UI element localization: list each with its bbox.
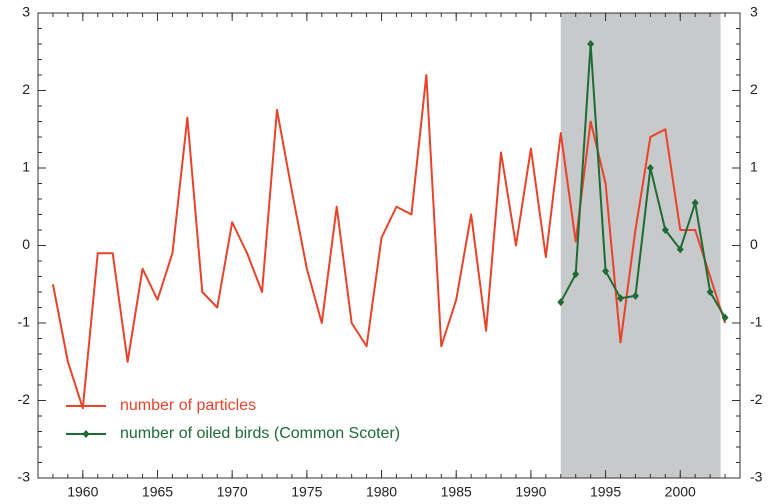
series-line	[51, 74, 727, 410]
x-tick-label: 1985	[441, 484, 472, 500]
series-line	[559, 43, 726, 319]
series-marker	[646, 164, 654, 172]
y-tick-label: 1	[22, 159, 30, 175]
legend-label: number of oiled birds (Common Scoter)	[120, 425, 400, 442]
x-tick-label: 1970	[217, 484, 248, 500]
y2-tick-label: 2	[750, 81, 758, 97]
y-tick-label: 2	[22, 81, 30, 97]
x-tick-label: 1990	[515, 484, 546, 500]
series-marker	[587, 40, 595, 48]
y-tick-label: 0	[22, 236, 30, 252]
y2-tick-label: -3	[750, 469, 763, 485]
legend-marker	[82, 430, 90, 438]
x-tick-label: 1995	[590, 484, 621, 500]
x-tick-label: 2000	[665, 484, 696, 500]
series-marker	[691, 198, 699, 207]
y2-tick-label: 1	[750, 159, 758, 175]
x-tick-label: 1980	[366, 484, 397, 500]
series-marker	[572, 270, 580, 279]
x-tick-label: 1960	[67, 484, 98, 500]
x-tick-label: 1965	[142, 484, 173, 500]
series-marker	[602, 267, 610, 276]
series-marker	[557, 298, 565, 307]
series-marker	[676, 245, 684, 254]
y-tick-label: -1	[18, 314, 31, 330]
y-tick-label: -2	[18, 391, 31, 407]
y2-tick-label: 0	[750, 236, 758, 252]
y-tick-label: -3	[18, 469, 31, 485]
y2-tick-label: -2	[750, 391, 763, 407]
series-marker	[706, 288, 714, 296]
y2-tick-label: -1	[750, 314, 763, 330]
legend-label: number of particles	[120, 397, 256, 414]
series-marker	[661, 226, 669, 234]
series-marker	[617, 294, 625, 303]
y-tick-label: 3	[22, 4, 30, 20]
series-marker	[721, 313, 729, 322]
series-marker	[631, 291, 639, 300]
x-tick-label: 1975	[291, 484, 322, 500]
y2-tick-label: 3	[750, 4, 758, 20]
